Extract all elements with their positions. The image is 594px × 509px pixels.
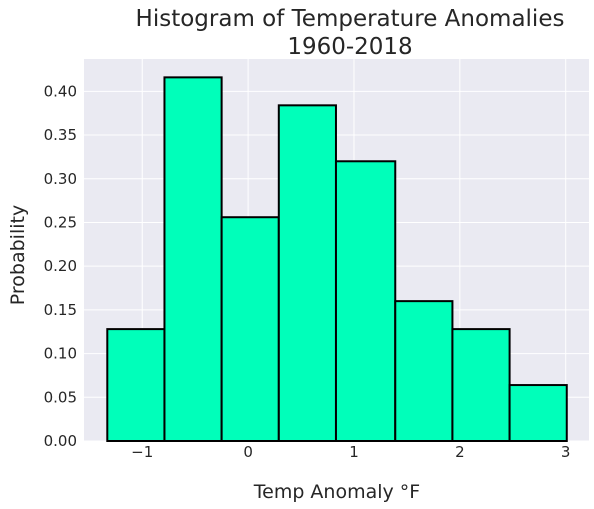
y-tick-label: 0.00 — [44, 432, 77, 450]
y-tick-label: 0.05 — [44, 388, 77, 406]
x-tick-label: −1 — [131, 443, 153, 461]
y-axis-label: Probability — [7, 205, 29, 305]
histogram-bar-5 — [334, 160, 397, 442]
chart-title-line-2: 1960-2018 — [287, 34, 412, 60]
histogram-bar-3 — [220, 216, 280, 442]
histogram-bar-6 — [394, 300, 454, 442]
x-tick-label: 0 — [243, 443, 253, 461]
histogram-bars — [106, 76, 568, 443]
y-tick-label: 0.40 — [44, 82, 77, 100]
y-tick-label: 0.35 — [44, 126, 77, 144]
x-axis-label: Temp Anomaly °F — [253, 481, 420, 503]
y-tick-label: 0.30 — [44, 170, 77, 188]
y-tick-label: 0.20 — [44, 257, 77, 275]
x-tick-label: 3 — [561, 443, 571, 461]
y-tick-label: 0.10 — [44, 345, 77, 363]
histogram-bar-8 — [508, 384, 568, 443]
y-tick-label: 0.25 — [44, 213, 77, 231]
chart-title-line-1: Histogram of Temperature Anomalies — [136, 6, 565, 32]
histogram-bar-4 — [277, 104, 337, 442]
x-tick-label: 2 — [455, 443, 465, 461]
y-tick-labels: 0.00 0.05 0.10 0.15 0.20 0.25 0.30 0.35 0.40 — [44, 82, 77, 450]
x-tick-label: 1 — [349, 443, 359, 461]
y-tick-label: 0.15 — [44, 301, 77, 319]
histogram-bar-1 — [106, 328, 166, 442]
x-tick-labels: −1 0 1 2 3 — [131, 443, 570, 461]
histogram-bar-2 — [163, 76, 223, 442]
histogram-bar-7 — [451, 328, 511, 442]
